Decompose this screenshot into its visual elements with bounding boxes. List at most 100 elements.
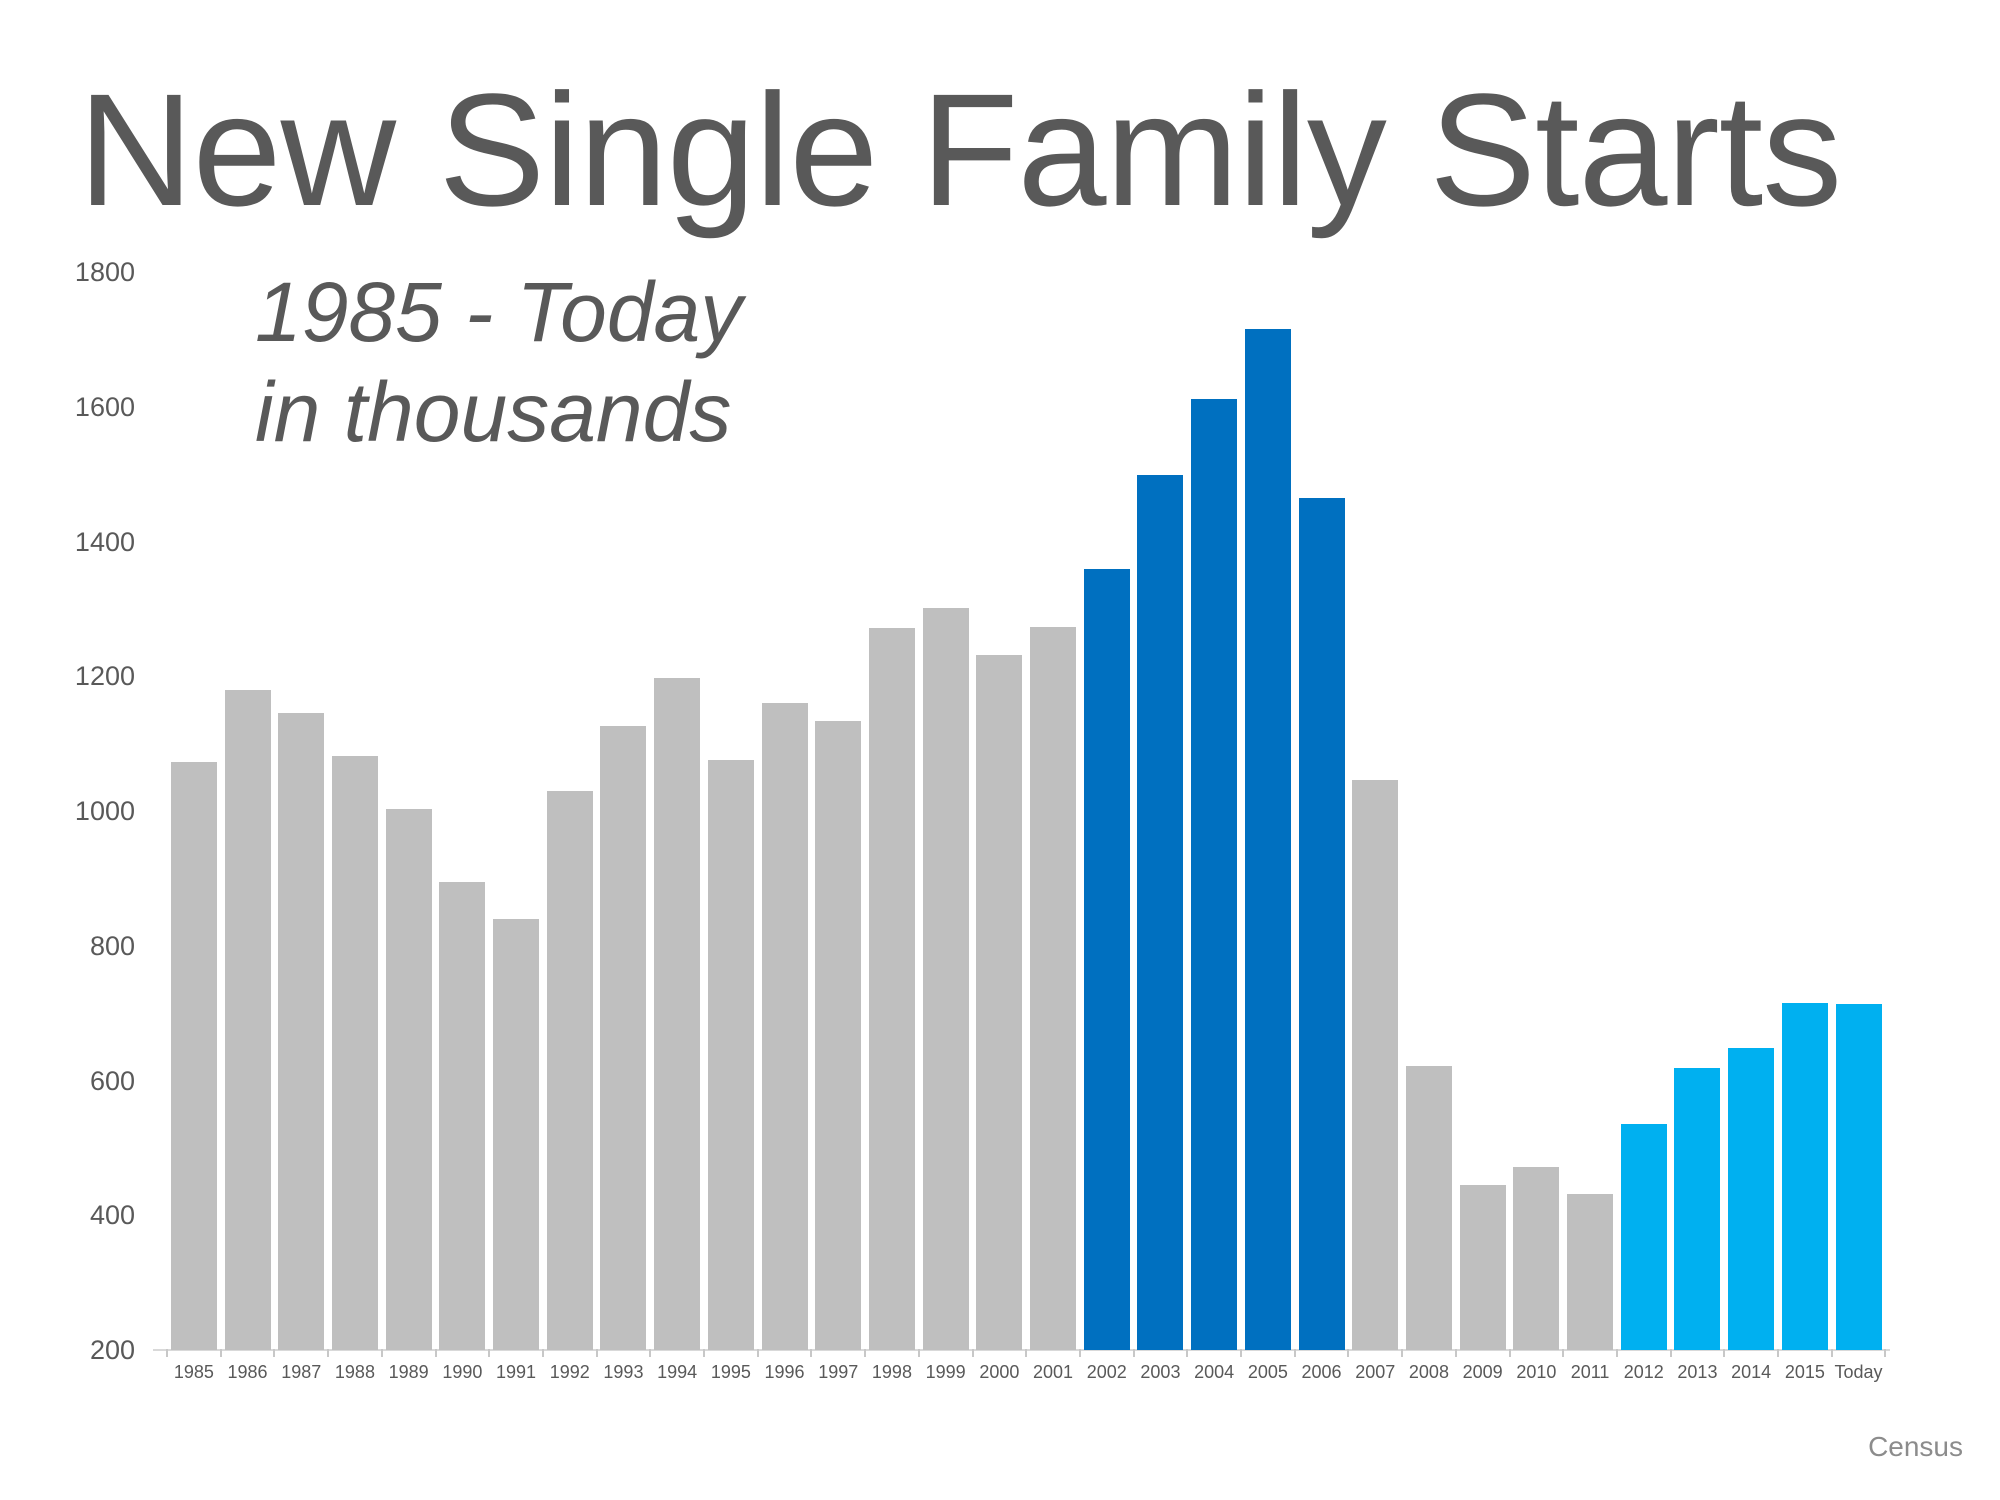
x-axis-tick: [1454, 1349, 1457, 1357]
bar-1997: [815, 720, 862, 1350]
x-axis-label-1988: 1988: [334, 1362, 375, 1382]
bar-2010: [1513, 1167, 1560, 1350]
x-axis-label-1987: 1987: [281, 1362, 322, 1382]
x-axis-tick: [703, 1349, 705, 1357]
y-axis-label-1800: 1800: [74, 257, 135, 287]
chart-subtitle: 1985 - Today in thousands: [255, 263, 742, 463]
bar-2015: [1781, 1003, 1828, 1350]
x-axis-tick: [1293, 1349, 1296, 1357]
x-axis-tick: [434, 1349, 437, 1357]
x-axis-tick: [810, 1349, 813, 1357]
x-axis-tick: [219, 1349, 222, 1357]
x-axis-tick: [541, 1349, 544, 1357]
bar-2011: [1567, 1194, 1614, 1350]
bar-2013: [1674, 1068, 1721, 1350]
bar-1999: [922, 607, 969, 1350]
bar-1985: [170, 762, 217, 1350]
bar-1993: [600, 726, 647, 1350]
bar-1987: [278, 712, 325, 1350]
bar-1996: [761, 702, 808, 1350]
x-axis-label-2012: 2012: [1623, 1362, 1664, 1382]
bar-1988: [331, 756, 378, 1350]
x-axis-label-2015: 2015: [1784, 1362, 1825, 1382]
bar-1998: [868, 628, 915, 1350]
x-axis-tick: [1078, 1349, 1081, 1357]
bar-2007: [1352, 780, 1399, 1350]
y-axis-label-1200: 1200: [74, 661, 135, 692]
x-axis-label-2002: 2002: [1086, 1362, 1127, 1382]
x-axis-line: [153, 1349, 1890, 1351]
bar-1990: [439, 881, 486, 1350]
x-axis-label-1996: 1996: [764, 1362, 805, 1382]
x-axis-tick: [1401, 1349, 1404, 1357]
y-axis-label-800: 800: [89, 930, 135, 961]
x-axis-label-today: Today: [1834, 1362, 1883, 1382]
x-axis-tick: [1347, 1349, 1350, 1357]
y-axis-label-400: 400: [89, 1200, 135, 1231]
x-axis-tick: [1562, 1349, 1565, 1357]
x-axis-label-2000: 2000: [979, 1362, 1020, 1382]
x-axis-label-1990: 1990: [442, 1362, 483, 1382]
x-axis-tick: [1240, 1349, 1242, 1357]
x-axis-tick: [488, 1349, 491, 1357]
bar-1995: [707, 759, 754, 1350]
bar-1991: [493, 918, 540, 1350]
chart-subtitle-line1: 1985 - Today: [255, 265, 743, 359]
x-axis-label-2004: 2004: [1194, 1362, 1235, 1382]
y-axis-label-1000: 1000: [74, 796, 135, 826]
bar-2005: [1244, 328, 1291, 1350]
x-axis-label-2010: 2010: [1516, 1362, 1557, 1382]
bar-2002: [1083, 569, 1130, 1350]
x-axis-tick: [649, 1349, 652, 1357]
bar-2009: [1459, 1184, 1506, 1350]
x-axis-tick: [1830, 1349, 1833, 1357]
bar-2000: [976, 655, 1023, 1350]
bar-1992: [546, 790, 593, 1350]
y-axis-label-1600: 1600: [74, 391, 135, 422]
bar-2014: [1728, 1048, 1775, 1350]
x-axis-label-1986: 1986: [227, 1362, 268, 1382]
x-axis-tick: [971, 1349, 974, 1357]
bar-2006: [1298, 497, 1345, 1350]
x-axis-label-1991: 1991: [496, 1362, 537, 1382]
chart-title: New Single Family Starts: [78, 60, 1842, 239]
x-axis-tick: [595, 1349, 598, 1357]
bar-2003: [1137, 474, 1184, 1350]
x-axis-tick: [380, 1349, 383, 1357]
x-axis-label-1995: 1995: [710, 1362, 751, 1382]
bar-2012: [1620, 1124, 1667, 1350]
x-axis-tick: [1025, 1349, 1028, 1357]
chart-subtitle-line2: in thousands: [255, 364, 732, 459]
x-axis-tick: [1615, 1349, 1618, 1357]
y-axis-label-200: 200: [89, 1335, 135, 1365]
bar-2008: [1405, 1065, 1452, 1350]
x-axis-label-2006: 2006: [1301, 1362, 1342, 1382]
y-axis-label-600: 600: [89, 1065, 135, 1096]
x-axis-label-1992: 1992: [549, 1362, 590, 1382]
bar-1994: [654, 677, 701, 1350]
bar-1986: [224, 690, 271, 1350]
x-axis-label-1993: 1993: [603, 1362, 644, 1382]
x-axis-tick: [327, 1349, 330, 1357]
x-axis-label-1994: 1994: [657, 1362, 698, 1382]
x-axis-label-2001: 2001: [1033, 1362, 1074, 1382]
x-axis-tick: [756, 1349, 759, 1357]
x-axis-tick: [864, 1349, 867, 1357]
x-axis-tick: [1132, 1349, 1135, 1357]
source-label: Census: [1868, 1431, 1963, 1462]
x-axis-tick: [917, 1349, 920, 1357]
x-axis-tick: [1723, 1349, 1726, 1357]
bar-1989: [385, 808, 432, 1350]
x-axis-tick: [1186, 1349, 1189, 1357]
x-axis-label-1997: 1997: [818, 1362, 859, 1382]
x-axis-label-2013: 2013: [1677, 1362, 1718, 1382]
x-axis-tick: [166, 1349, 168, 1357]
bar-today: [1835, 1004, 1882, 1350]
x-axis-label-1985: 1985: [173, 1362, 214, 1382]
x-axis-label-1999: 1999: [925, 1362, 966, 1382]
x-axis-tick: [1777, 1349, 1779, 1357]
x-axis-tick: [1884, 1349, 1887, 1357]
x-axis-tick: [1508, 1349, 1511, 1357]
bar-2001: [1030, 627, 1077, 1350]
